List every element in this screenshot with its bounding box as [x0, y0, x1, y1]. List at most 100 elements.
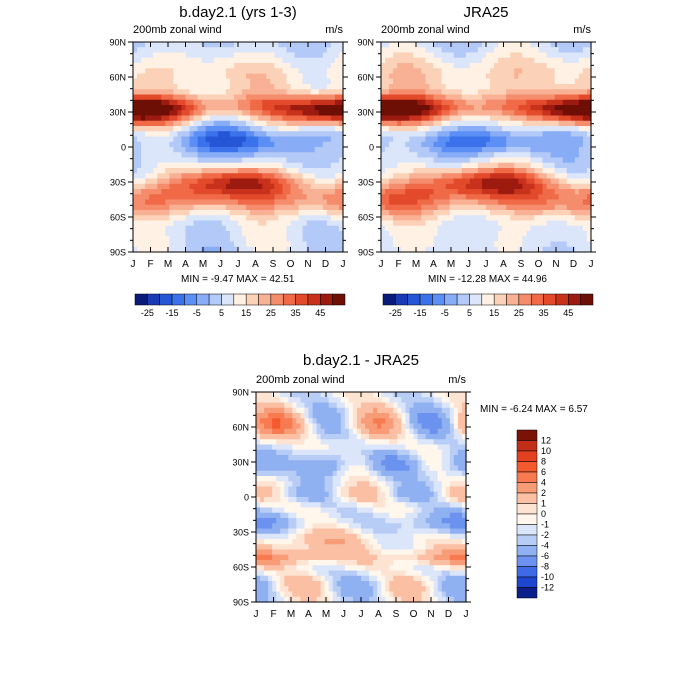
field-cell: [185, 52, 191, 59]
field-cell: [225, 162, 231, 169]
field-cell: [393, 407, 398, 414]
field-cell: [338, 152, 344, 159]
field-cell: [421, 397, 427, 404]
field-cell: [157, 241, 162, 248]
field-cell: [302, 110, 308, 117]
colorbar-label: 35: [291, 308, 301, 318]
field-cell: [469, 110, 475, 117]
field-cell: [209, 63, 215, 69]
field-cell: [312, 402, 318, 409]
field-cell: [213, 47, 219, 54]
field-cell: [225, 183, 231, 190]
field-cell: [385, 168, 390, 174]
field-cell: [169, 241, 174, 248]
field-cell: [425, 428, 431, 435]
field-cell: [486, 57, 491, 64]
field-cell: [538, 141, 544, 148]
field-cell: [526, 63, 532, 69]
field-cell: [312, 392, 318, 398]
field-cell: [494, 131, 499, 138]
field-cell: [193, 99, 199, 106]
field-cell: [165, 210, 170, 216]
field-cell: [405, 225, 410, 232]
field-cell: [445, 147, 451, 153]
field-cell: [308, 397, 314, 404]
field-cell: [254, 183, 259, 190]
field-cell: [266, 157, 271, 164]
field-cell: [310, 141, 316, 148]
field-cell: [486, 68, 491, 75]
field-cell: [254, 152, 259, 159]
field-cell: [534, 210, 540, 216]
field-cell: [385, 444, 390, 451]
field-cell: [437, 52, 443, 59]
field-cell: [326, 231, 332, 237]
field-cell: [334, 99, 340, 106]
field-cell: [550, 42, 556, 48]
field-cell: [298, 178, 304, 185]
field-cell: [574, 94, 580, 101]
field-cell: [258, 215, 263, 222]
field-cell: [334, 162, 340, 169]
field-cell: [514, 126, 519, 132]
field-cell: [562, 42, 568, 48]
field-cell: [314, 84, 320, 90]
field-cell: [473, 215, 479, 222]
field-cell: [562, 168, 568, 174]
field-cell: [574, 225, 580, 232]
field-cell: [330, 68, 336, 75]
field-cell: [270, 68, 275, 75]
field-cell: [582, 115, 588, 122]
field-cell: [473, 147, 479, 153]
field-cell: [266, 115, 271, 122]
field-cell: [238, 42, 243, 48]
field-cell: [270, 241, 275, 248]
colorbar-box: [555, 293, 569, 306]
field-cell: [417, 68, 422, 75]
field-cell: [312, 439, 318, 446]
field-cell: [465, 47, 471, 54]
field-cell: [161, 231, 166, 237]
field-cell: [306, 204, 312, 211]
field-cell: [514, 115, 519, 122]
field-cell: [266, 94, 271, 101]
field-cell: [393, 199, 398, 206]
field-cell: [518, 199, 523, 206]
field-cell: [437, 147, 443, 153]
field-cell: [326, 105, 332, 111]
field-cell: [169, 199, 174, 206]
field-cell: [558, 210, 564, 216]
field-cell: [137, 94, 142, 101]
field-cell: [498, 215, 503, 222]
field-cell: [201, 105, 207, 111]
field-cell: [433, 204, 439, 211]
field-cell: [254, 115, 259, 122]
field-cell: [213, 131, 219, 138]
field-cell: [461, 57, 467, 64]
field-cell: [141, 94, 146, 101]
field-cell: [381, 147, 386, 153]
field-cell: [238, 115, 243, 122]
field-cell: [193, 147, 199, 153]
field-cell: [449, 413, 455, 419]
field-cell: [425, 215, 431, 222]
field-cell: [361, 423, 366, 430]
field-cell: [145, 183, 150, 190]
field-cell: [510, 147, 515, 153]
field-cell: [510, 183, 515, 190]
field-cell: [441, 439, 447, 446]
field-cell: [417, 418, 423, 425]
colorbar-label: 45: [315, 308, 325, 318]
field-cell: [401, 423, 407, 430]
field-cell: [330, 162, 336, 169]
field-cell: [209, 42, 215, 48]
field-cell: [266, 42, 271, 48]
field-cell: [322, 126, 328, 132]
field-cell: [369, 418, 374, 425]
field-cell: [233, 42, 239, 48]
field-cell: [161, 47, 166, 54]
field-cell: [238, 220, 243, 227]
field-cell: [385, 152, 390, 159]
field-cell: [570, 131, 576, 138]
field-cell: [205, 131, 211, 138]
